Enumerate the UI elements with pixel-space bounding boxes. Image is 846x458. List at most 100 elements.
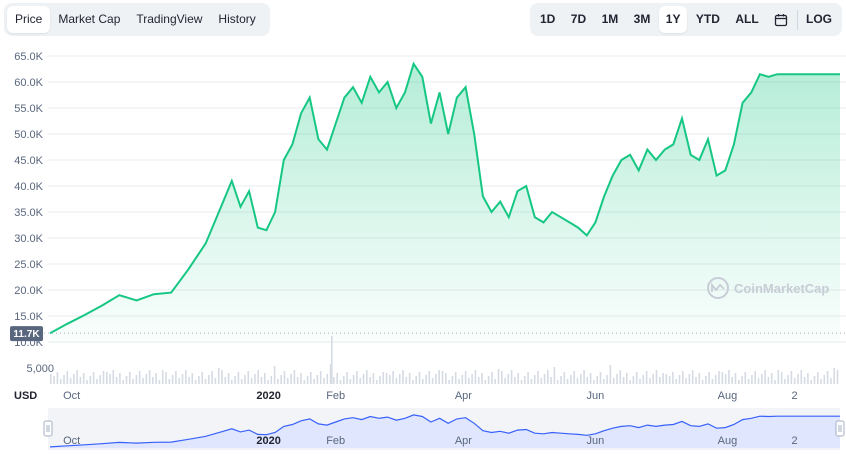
volume-bar: [678, 375, 681, 384]
volume-bar: [589, 373, 592, 384]
volume-bar: [402, 370, 404, 384]
volume-bar: [382, 372, 385, 384]
volume-bar: [56, 372, 59, 384]
volume-bar: [510, 370, 513, 384]
volume-bar: [698, 373, 701, 384]
volume-bar: [747, 379, 750, 384]
volume-bar: [817, 372, 819, 384]
volume-bar: [425, 375, 427, 384]
volume-bar: [201, 372, 203, 384]
volume-bar: [237, 372, 240, 384]
volume-bar: [537, 371, 539, 384]
volume-bar: [464, 371, 467, 384]
volume-bar: [326, 374, 329, 384]
volume-bar: [757, 378, 760, 384]
volume-bar: [616, 374, 618, 384]
volume-bar: [217, 368, 220, 384]
volume-bar: [310, 372, 312, 384]
volume-bar: [168, 379, 171, 384]
volume-bar: [790, 371, 793, 384]
range-1m-button[interactable]: 1M: [601, 12, 619, 26]
volume-bar: [148, 370, 151, 384]
y-tick-label: 50.0K: [14, 129, 43, 141]
volume-bar: [497, 369, 500, 384]
volume-bar: [181, 374, 184, 384]
volume-bar: [306, 376, 309, 384]
volume-bar: [451, 376, 454, 384]
navigator-left-handle[interactable]: [43, 420, 53, 437]
volume-bar: [290, 374, 292, 384]
log-scale-button[interactable]: LOG: [805, 12, 832, 26]
volume-bar: [626, 373, 628, 384]
range-all-button[interactable]: ALL: [735, 12, 759, 26]
volume-bar: [204, 379, 207, 384]
volume-bar: [820, 379, 822, 384]
calendar-icon[interactable]: [767, 6, 795, 33]
volume-bar: [76, 370, 78, 384]
tab-price[interactable]: Price: [7, 6, 51, 33]
volume-bar: [333, 377, 335, 384]
navigator-tick-label: Feb: [326, 435, 345, 447]
volume-bar: [408, 373, 411, 384]
volume-bar: [649, 378, 651, 384]
volume-bar: [96, 379, 98, 384]
range-1y-button[interactable]: 1Y: [658, 6, 688, 33]
navigator-tick-label: Oct: [63, 435, 80, 447]
y-tick-label: 20.0K: [14, 285, 43, 297]
volume-bar: [356, 371, 358, 384]
price-area: [50, 63, 840, 343]
volume-bar: [63, 375, 65, 384]
volume-bar: [533, 375, 536, 384]
volume-bar: [79, 377, 82, 384]
volume-bar: [570, 375, 572, 384]
volume-bar: [586, 377, 589, 384]
volume-bar: [198, 376, 200, 384]
range-3m-button[interactable]: 3M: [633, 12, 651, 26]
volume-bar: [543, 374, 546, 384]
volume-bar: [119, 373, 121, 384]
volume-bar: [89, 376, 92, 384]
navigator-tick-label: Apr: [455, 435, 472, 447]
volume-bar: [652, 374, 654, 384]
volume-bar: [553, 367, 556, 384]
time-range-selector: 1D 7D 1M 3M 1Y YTD ALL LOG: [530, 3, 842, 36]
tab-tradingview[interactable]: TradingView: [136, 12, 203, 26]
range-7d-button[interactable]: 7D: [570, 12, 587, 26]
volume-bar: [695, 377, 697, 384]
y-tick-label: 30.0K: [14, 233, 43, 245]
volume-bar: [708, 372, 710, 384]
volume-bar: [300, 373, 302, 384]
volume-bar: [441, 371, 444, 384]
volume-bar: [830, 378, 832, 384]
navigator-right-handle[interactable]: [835, 420, 845, 437]
volume-bar: [836, 370, 839, 384]
volume-bar: [257, 370, 259, 384]
volume-bar: [412, 380, 414, 384]
volume-bar: [418, 372, 421, 384]
volume-bar: [655, 370, 658, 384]
volume-bar: [524, 376, 526, 384]
volume-bar: [800, 370, 803, 384]
volume-bar: [415, 376, 417, 384]
range-navigator[interactable]: Oct 2020 Feb Apr Jun Aug 2: [43, 408, 845, 450]
y-tick-label: 40.0K: [14, 181, 43, 193]
tab-market-cap[interactable]: Market Cap: [58, 12, 121, 26]
volume-bar: [711, 379, 714, 384]
volume-bar: [405, 377, 408, 384]
volume-bar: [576, 378, 579, 384]
volume-bar: [369, 377, 371, 384]
volume-bar: [385, 373, 388, 384]
volume-bar: [339, 380, 342, 384]
range-ytd-button[interactable]: YTD: [695, 12, 720, 26]
volume-bar: [645, 371, 648, 384]
x-axis: Oct 2020 Feb Apr Jun Aug 2: [63, 390, 798, 402]
volume-bar: [603, 379, 605, 384]
volume-bar: [106, 372, 108, 384]
volume-bar: [803, 377, 806, 384]
tab-history[interactable]: History: [218, 12, 256, 26]
range-1d-button[interactable]: 1D: [540, 12, 556, 26]
volume-bar: [398, 374, 401, 384]
y-tick-label: 65.0K: [14, 51, 43, 63]
volume-bar: [319, 371, 322, 384]
volume-bar: [491, 372, 493, 384]
